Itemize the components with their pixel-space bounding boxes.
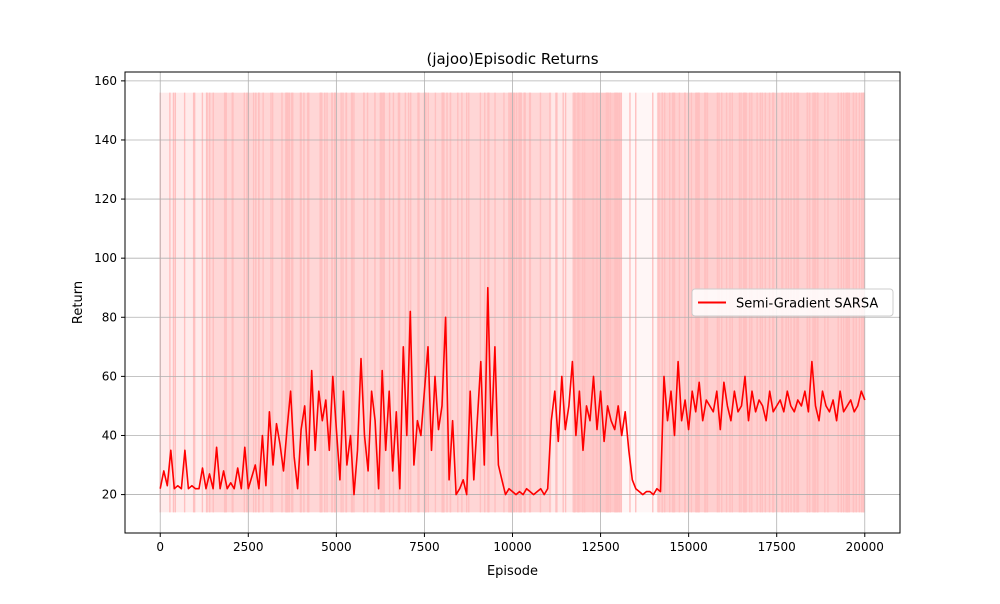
raw-band-segment-0 (160, 92, 207, 513)
x-tick-label: 17500 (758, 540, 796, 554)
x-tick-label: 15000 (670, 540, 708, 554)
raw-band-segment-4 (621, 92, 657, 513)
y-tick-label: 160 (94, 74, 117, 88)
y-tick-label: 80 (102, 310, 117, 324)
x-axis-title: Episode (487, 564, 538, 579)
chart-title: (jajoo)Episodic Returns (426, 50, 598, 68)
y-tick-label: 40 (102, 428, 117, 442)
y-tick-label: 60 (102, 369, 117, 383)
x-tick-label: 0 (156, 540, 164, 554)
series-line-semi-gradient-sarsa (159, 286, 866, 496)
legend-label: Semi-Gradient SARSA (736, 297, 878, 312)
x-tick-label: 2500 (233, 540, 264, 554)
x-tick-label: 10000 (493, 540, 531, 554)
tick-layer: 0 2500 5000 7500 10000 12500 15000 17500 20000 20… (94, 74, 884, 554)
x-tick-label: 20000 (846, 540, 884, 554)
y-tick-label: 100 (94, 251, 117, 265)
y-tick-label: 120 (94, 192, 117, 206)
smoothed-line-layer (159, 286, 866, 496)
raw-band-segment-1 (206, 92, 552, 513)
y-tick-label: 20 (102, 488, 117, 502)
legend: Semi-Gradient SARSA (691, 288, 894, 317)
y-axis-title: Return (71, 281, 86, 324)
x-tick-label: 7500 (409, 540, 440, 554)
raw-band-segment-2 (551, 92, 573, 513)
y-tick-label: 140 (94, 133, 117, 147)
x-tick-label: 5000 (321, 540, 352, 554)
grid-layer (125, 72, 900, 533)
legend-box (691, 288, 894, 317)
x-tick-label: 12500 (581, 540, 619, 554)
